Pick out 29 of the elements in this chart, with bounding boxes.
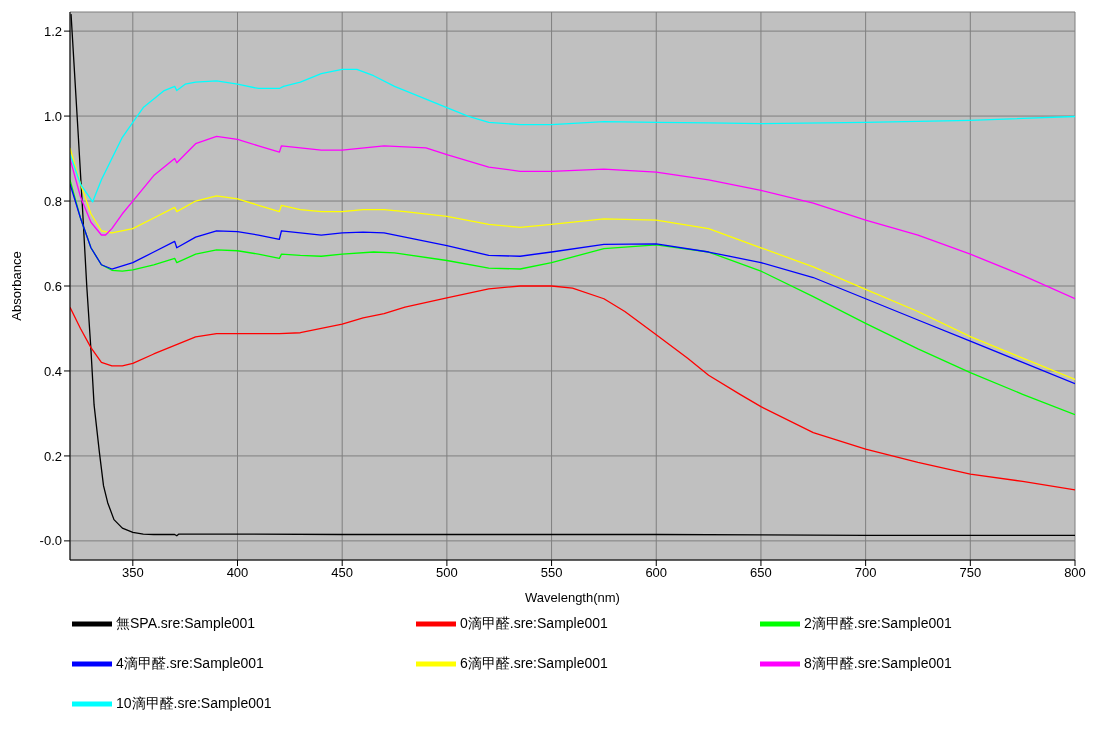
x-tick-label: 700 [854,565,877,581]
line-series [70,135,1075,300]
x-tick-label: 600 [645,565,668,581]
y-tick-label: 0.6 [43,278,62,294]
x-tick-label: 450 [331,565,354,581]
y-tick-label: 0.4 [43,363,62,379]
x-axis-title: Wavelength(nm) [525,590,620,605]
x-tick-label: 500 [436,565,458,581]
x-tick-label: 400 [226,565,249,581]
y-tick-label: 1.0 [43,108,62,124]
legend-label: 4滴甲醛.sre:Sample001 [116,654,265,672]
legend-label: 無SPA.sre:Sample001 [116,614,257,632]
x-tick-label: 550 [540,565,563,581]
legend-label: 10滴甲醛.sre:Sample001 [116,694,273,712]
y-axis-title: Absorbance [8,251,24,321]
y-tick-label: 0.8 [43,193,62,209]
line-series [70,68,1075,203]
x-tick-label: 800 [1064,565,1086,581]
legend-label: 8滴甲醛.sre:Sample001 [804,654,953,672]
legend-label: 0滴甲醛.sre:Sample001 [460,614,609,632]
x-tick-label: 750 [959,565,982,581]
y-tick-label: -0.0 [39,533,62,549]
x-tick-label: 350 [121,565,144,581]
line-series [70,285,1075,491]
y-tick-label: 1.2 [43,23,62,39]
legend-label: 6滴甲醛.sre:Sample001 [460,654,609,672]
legend-label: 2滴甲醛.sre:Sample001 [804,614,953,632]
x-tick-label: 650 [750,565,772,581]
y-tick-label: 0.2 [43,448,62,464]
